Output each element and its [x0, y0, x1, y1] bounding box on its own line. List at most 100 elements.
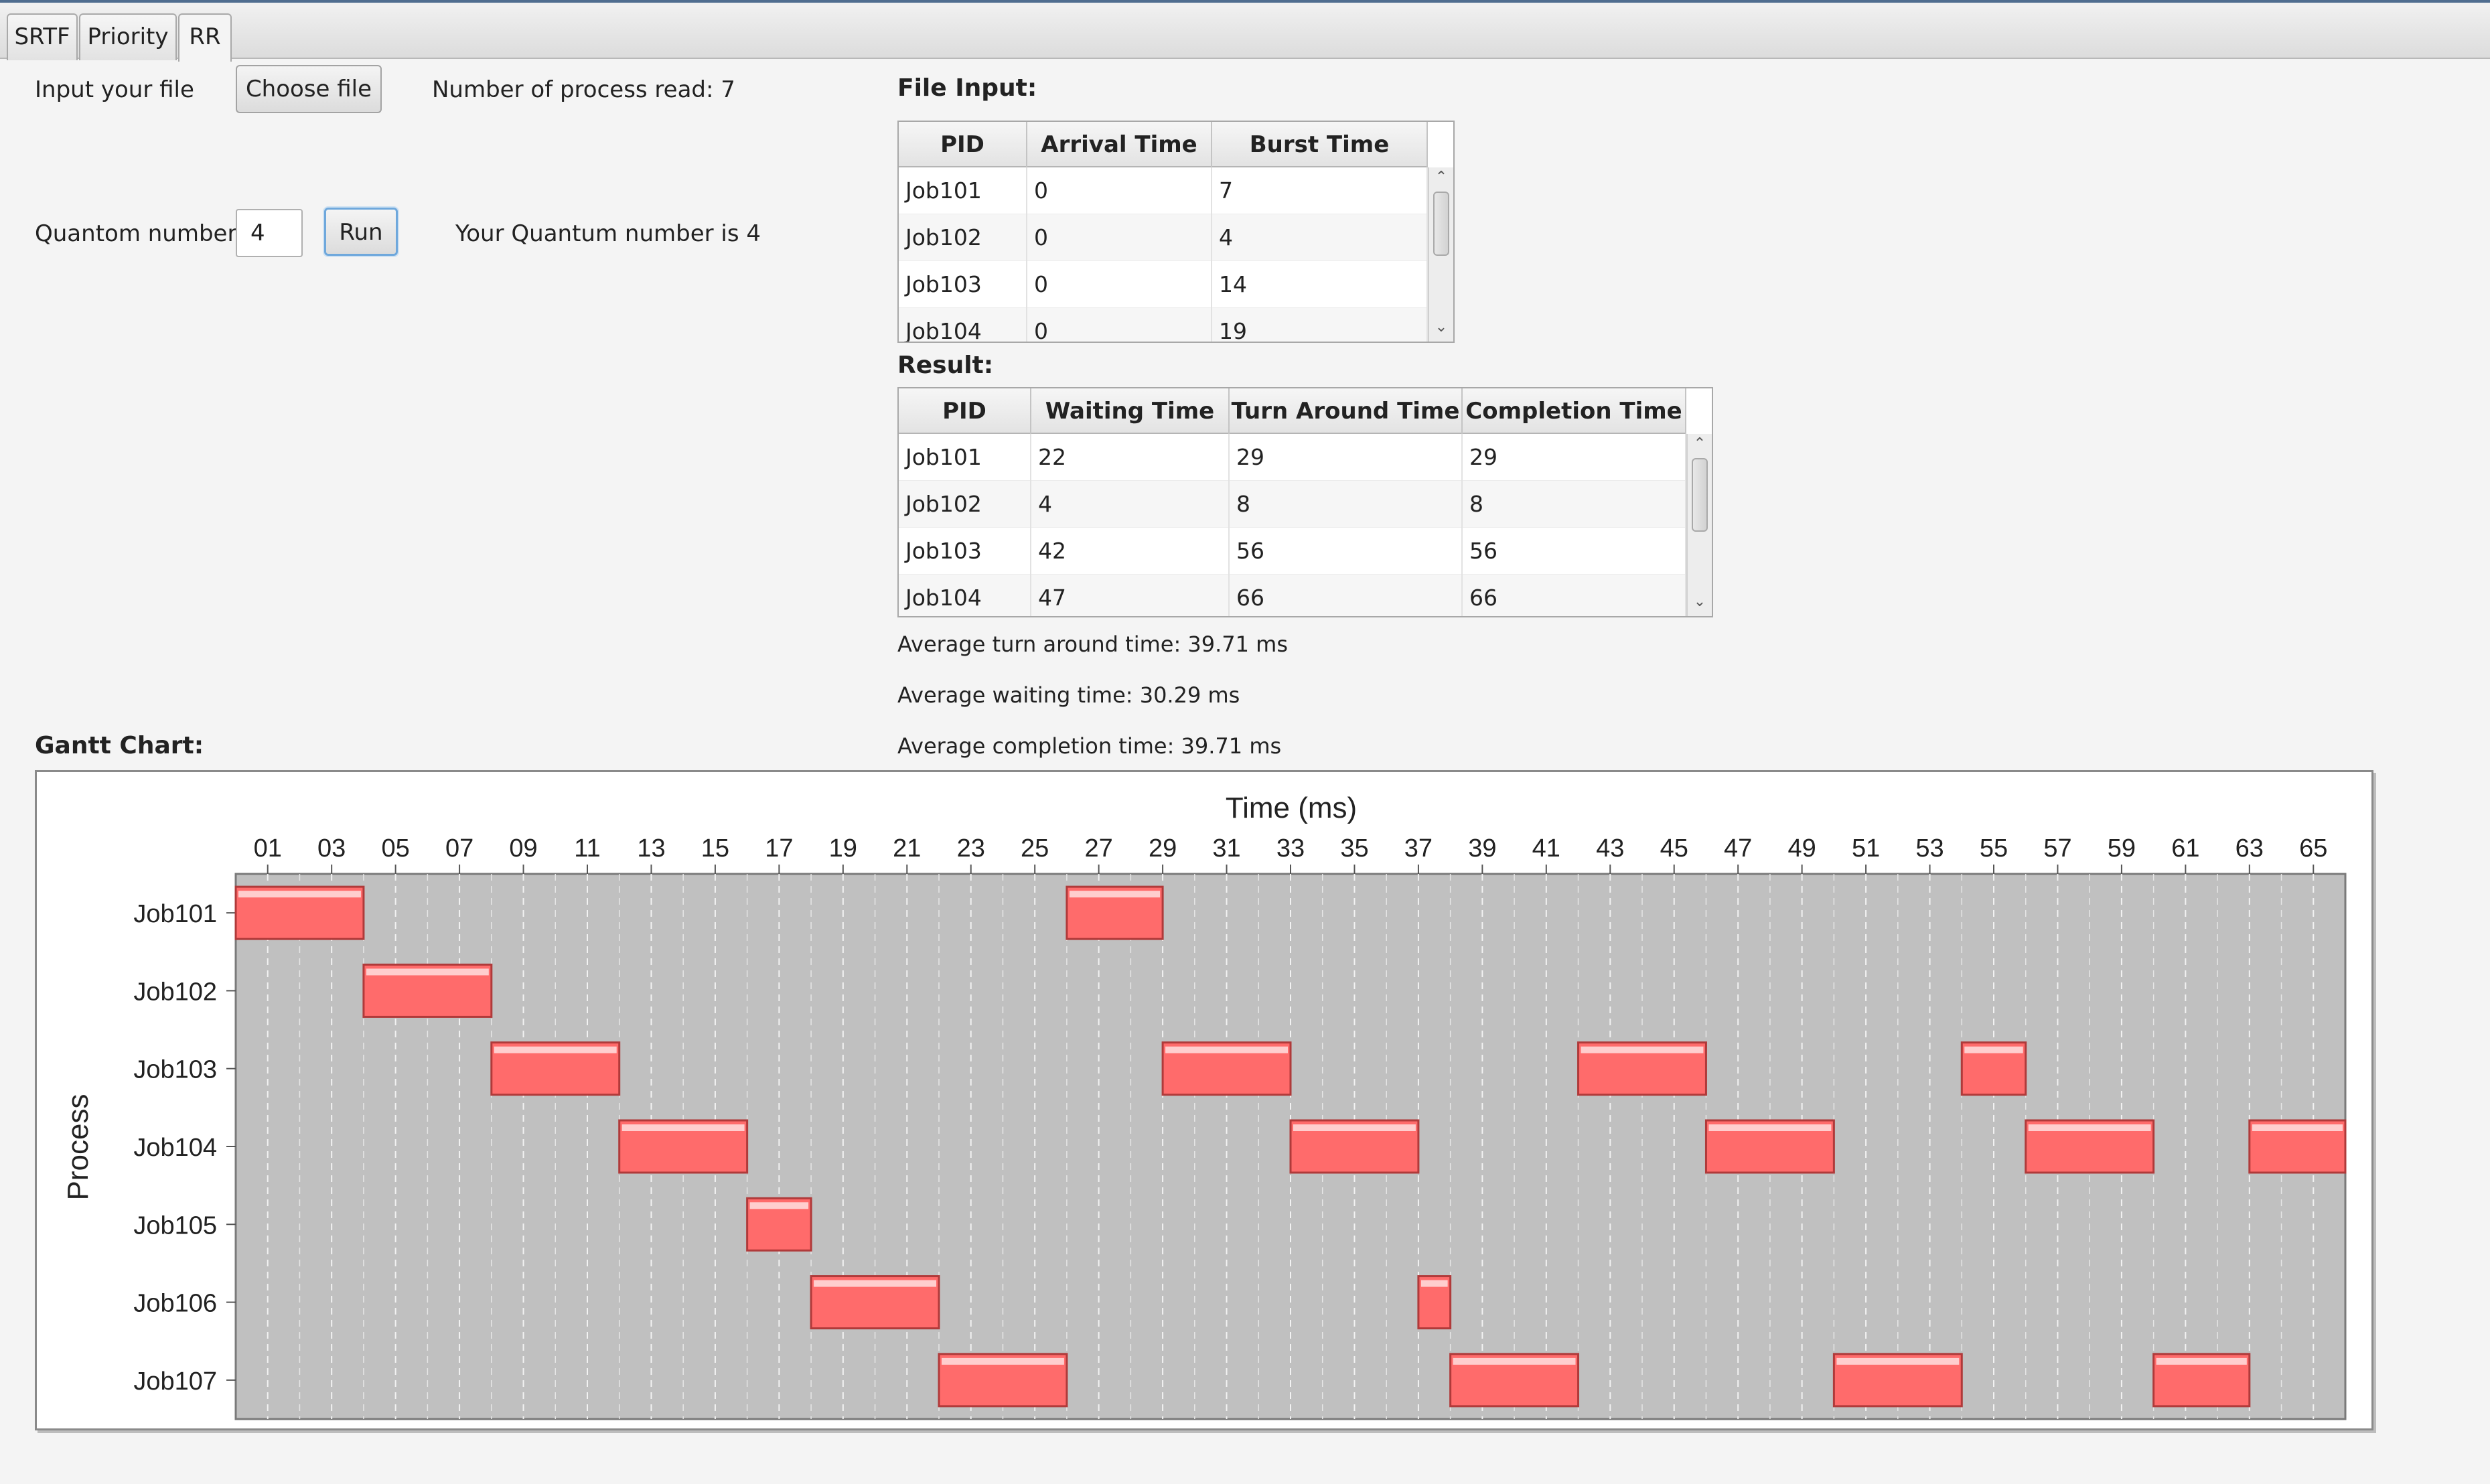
table-row[interactable]: Job104 47 66 66: [899, 575, 1686, 616]
x-tick-label: 27: [1084, 834, 1112, 863]
gantt-bar-highlight: [1581, 1046, 1704, 1053]
x-tick-label: 29: [1149, 834, 1177, 863]
table-cell: 4: [1031, 481, 1230, 528]
table-cell: 47: [1031, 575, 1230, 616]
gantt-bar-highlight: [1964, 1046, 2023, 1053]
table-cell: 42: [1031, 528, 1230, 575]
table-cell: 4: [1212, 214, 1428, 261]
process-count-status: Number of process read: 7: [432, 76, 735, 103]
gantt-bar-highlight: [494, 1046, 617, 1053]
x-tick-label: 05: [381, 834, 409, 863]
run-button[interactable]: Run: [324, 208, 398, 256]
x-tick-label: 19: [829, 834, 857, 863]
table-cell: 8: [1463, 481, 1686, 528]
file-input-title: File Input:: [897, 74, 1037, 102]
scroll-up-arrow-icon[interactable]: ⌃: [1693, 435, 1706, 452]
x-tick-label: 53: [1915, 834, 1944, 863]
x-tick-label: 03: [317, 834, 346, 863]
x-tick-label: 43: [1596, 834, 1624, 863]
x-tick-label: 07: [445, 834, 473, 863]
x-tick-label: 65: [2299, 834, 2327, 863]
x-tick-label: 35: [1340, 834, 1368, 863]
gantt-bar-highlight: [1069, 891, 1161, 898]
table-cell: Job103: [899, 261, 1027, 308]
x-tick-label: 45: [1660, 834, 1688, 863]
x-axis-label: Time (ms): [1226, 792, 1357, 824]
table-cell: Job101: [899, 167, 1027, 214]
y-tick-label: Job105: [133, 1211, 217, 1240]
y-tick-label: Job101: [133, 900, 217, 928]
table-cell: 22: [1031, 434, 1230, 481]
gantt-bar-highlight: [2252, 1124, 2343, 1131]
column-header[interactable]: Completion Time: [1463, 388, 1686, 434]
tab-srtf[interactable]: SRTF: [7, 13, 78, 60]
y-tick-label: Job102: [133, 978, 217, 1006]
gantt-bar-highlight: [366, 968, 489, 976]
column-header[interactable]: PID: [899, 388, 1031, 434]
column-header[interactable]: Waiting Time: [1031, 388, 1230, 434]
x-tick-label: 15: [701, 834, 729, 863]
x-tick-label: 63: [2236, 834, 2264, 863]
gantt-bar-highlight: [2028, 1124, 2151, 1131]
scroll-down-arrow-icon[interactable]: ⌄: [1693, 593, 1706, 610]
scroll-thumb[interactable]: [1692, 458, 1708, 532]
x-tick-label: 39: [1468, 834, 1496, 863]
x-tick-label: 31: [1212, 834, 1240, 863]
y-tick-label: Job106: [133, 1290, 217, 1318]
table-cell: 29: [1463, 434, 1686, 481]
result-title: Result:: [897, 352, 994, 379]
table-cell: 29: [1230, 434, 1463, 481]
tab-priority[interactable]: Priority: [79, 13, 177, 60]
x-tick-label: 23: [957, 834, 985, 863]
column-header[interactable]: Arrival Time: [1027, 122, 1212, 167]
average-waiting: Average waiting time: 30.29 ms: [897, 682, 1240, 708]
table-cell: Job104: [899, 308, 1027, 342]
table-row[interactable]: Job102 0 4: [899, 214, 1428, 261]
x-tick-label: 61: [2171, 834, 2199, 863]
table-row[interactable]: Job104 0 19: [899, 308, 1428, 342]
table-cell: 7: [1212, 167, 1428, 214]
x-tick-label: 13: [637, 834, 665, 863]
gantt-chart-panel: Time (ms) Process 01 03 05 07 09 11 13 15 17 19 21…: [35, 770, 2373, 1430]
table-cell: 0: [1027, 167, 1212, 214]
vertical-scrollbar[interactable]: ⌃ ⌄: [1428, 167, 1453, 342]
scroll-thumb[interactable]: [1433, 192, 1449, 256]
table-row[interactable]: Job103 0 14: [899, 261, 1428, 308]
x-tick-label: 59: [2108, 834, 2136, 863]
quantum-input[interactable]: 4: [236, 209, 303, 257]
gantt-plot-area: 01 03 05 07 09 11 13 15 17 19 21 23 25 27 29 31 33 35 37 39…: [133, 834, 2347, 1420]
table-cell: 66: [1463, 575, 1686, 616]
vertical-scrollbar[interactable]: ⌃ ⌄: [1686, 434, 1712, 616]
scroll-down-arrow-icon[interactable]: ⌄: [1435, 319, 1448, 336]
x-tick-label: 33: [1276, 834, 1305, 863]
table-row[interactable]: Job101 22 29 29: [899, 434, 1686, 481]
tab-bar: SRTF Priority RR: [0, 3, 2490, 62]
table-cell: 0: [1027, 308, 1212, 342]
table-header: PID Arrival Time Burst Time: [899, 122, 1428, 167]
result-table[interactable]: PID Waiting Time Turn Around Time Comple…: [897, 387, 1713, 617]
y-tick-label: Job104: [133, 1134, 217, 1162]
column-header[interactable]: Burst Time: [1212, 122, 1428, 167]
table-cell: 56: [1463, 528, 1686, 575]
table-row[interactable]: Job101 0 7: [899, 167, 1428, 214]
column-header[interactable]: Turn Around Time: [1230, 388, 1463, 434]
gantt-bar-highlight: [1420, 1280, 1448, 1287]
gantt-bar-highlight: [1708, 1124, 1832, 1131]
table-cell: Job104: [899, 575, 1031, 616]
gantt-bar-highlight: [2156, 1357, 2247, 1365]
column-header[interactable]: PID: [899, 122, 1027, 167]
table-cell: 0: [1027, 214, 1212, 261]
x-tick-label: 17: [765, 834, 793, 863]
quantum-status: Your Quantum number is 4: [455, 220, 761, 247]
scroll-up-arrow-icon[interactable]: ⌃: [1435, 169, 1448, 186]
table-row[interactable]: Job102 4 8 8: [899, 481, 1686, 528]
file-input-table[interactable]: PID Arrival Time Burst Time Job101 0 7 J…: [897, 121, 1455, 343]
gantt-bar-highlight: [1293, 1124, 1416, 1131]
choose-file-button[interactable]: Choose file: [236, 65, 382, 113]
window-top-border: [0, 0, 2490, 3]
table-row[interactable]: Job103 42 56 56: [899, 528, 1686, 575]
table-cell: 0: [1027, 261, 1212, 308]
x-tick-label: 25: [1021, 834, 1049, 863]
tab-rr[interactable]: RR: [178, 13, 232, 62]
x-tick-label: 01: [254, 834, 282, 863]
